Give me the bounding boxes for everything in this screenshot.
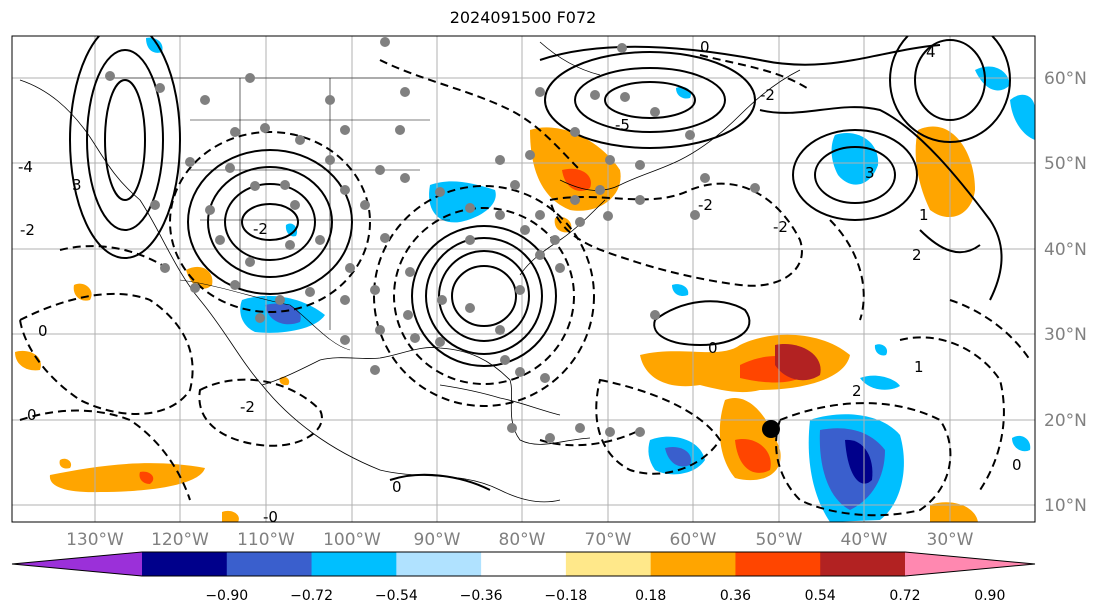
- dashed-contours: [18, 54, 1031, 517]
- lon-tick-label: 70°W: [585, 530, 632, 550]
- colorbar-tick-label: −0.18: [544, 588, 587, 604]
- contour-label: -2: [20, 221, 35, 239]
- lat-tick-label: 50°N: [1044, 154, 1087, 174]
- colorbar-segment: [481, 552, 567, 576]
- contour-label: 0: [27, 406, 37, 424]
- contour-label: 3: [865, 164, 875, 182]
- map-title: 2024091500 F072: [449, 8, 597, 27]
- contour-label: 4: [926, 43, 936, 61]
- lon-tick-label: 110°W: [237, 530, 295, 550]
- colorbar-segment: [396, 552, 482, 576]
- colorbar-tick-label: 0.36: [720, 588, 751, 604]
- colorbar-tick-label: −0.90: [205, 588, 248, 604]
- lon-tick-label: 100°W: [323, 530, 381, 550]
- negative-anomaly-shading: [146, 37, 1035, 522]
- map-frame: [11, 35, 1036, 523]
- contour-label: -2: [773, 218, 788, 236]
- colorbar-tick-label: −0.72: [290, 588, 333, 604]
- lat-tick-label: 60°N: [1044, 69, 1087, 89]
- contour-label: -0: [263, 508, 278, 526]
- colorbar-ticks: −0.90 −0.72 −0.54 −0.36 −0.18 0.18 0.36 …: [205, 588, 1005, 604]
- lat-tick-label: 30°N: [1044, 325, 1087, 345]
- contour-label: 0: [708, 339, 718, 357]
- contour-label: 3: [72, 176, 82, 194]
- colorbar-tick-label: −0.36: [460, 588, 503, 604]
- contour-label: 0: [392, 478, 402, 496]
- colorbar-tick-label: 0.90: [974, 588, 1005, 604]
- contour-label: -4: [18, 158, 33, 176]
- longitude-axis: 130°W 120°W 110°W 100°W 90°W 80°W 70°W 6…: [66, 530, 974, 550]
- colorbar-segment: [142, 552, 228, 576]
- contour-label: -5: [615, 116, 630, 134]
- contour-label: 0: [1012, 456, 1022, 474]
- lat-tick-label: 10°N: [1044, 496, 1087, 516]
- lon-tick-label: 60°W: [670, 530, 717, 550]
- latitude-axis: 60°N 50°N 40°N 30°N 20°N 10°N: [1044, 69, 1087, 516]
- contour-label: 1: [919, 206, 929, 224]
- lat-tick-label: 20°N: [1044, 411, 1087, 431]
- contour-label: -2: [760, 86, 775, 104]
- contour-label: 1: [914, 358, 924, 376]
- colorbar-segment: [311, 552, 397, 576]
- contour-label: -2: [253, 220, 268, 238]
- contour-label: 0: [700, 38, 710, 56]
- colorbar-segment: [226, 552, 313, 576]
- colorbar-extend-high: [905, 552, 1035, 576]
- lon-tick-label: 130°W: [66, 530, 124, 550]
- colorbar-extend-low: [12, 552, 142, 576]
- lat-tick-label: 40°N: [1044, 240, 1087, 260]
- solid-contours: [69, 36, 1011, 491]
- contour-label: -2: [240, 398, 255, 416]
- colorbar-segment: [565, 552, 652, 576]
- colorbar-segment: [650, 552, 736, 576]
- colorbar-outline: [11, 551, 1036, 577]
- lon-tick-label: 90°W: [414, 530, 461, 550]
- colorbar-segment: [820, 552, 906, 576]
- colorbar-tick-label: 0.18: [635, 588, 666, 604]
- contour-label: 0: [38, 322, 48, 340]
- storm-center-marker: [762, 420, 780, 438]
- coastlines: [19, 41, 801, 503]
- lon-tick-label: 40°W: [841, 530, 888, 550]
- lon-tick-label: 30°W: [927, 530, 974, 550]
- lon-tick-label: 80°W: [499, 530, 546, 550]
- lon-tick-label: 120°W: [151, 530, 209, 550]
- lon-tick-label: 50°W: [756, 530, 803, 550]
- colorbar-tick-label: 0.54: [805, 588, 836, 604]
- colorbar-segment: [735, 552, 821, 576]
- contour-label: 2: [912, 246, 922, 264]
- colorbar-tick-label: 0.72: [889, 588, 920, 604]
- contour-label: 2: [852, 382, 862, 400]
- colorbar-segments: [11, 551, 1036, 577]
- station-dots: [105, 37, 760, 443]
- colorbar: −0.90 −0.72 −0.54 −0.36 −0.18 0.18 0.36 …: [11, 551, 1036, 604]
- colorbar-tick-label: −0.54: [375, 588, 418, 604]
- contour-label: -2: [698, 196, 713, 214]
